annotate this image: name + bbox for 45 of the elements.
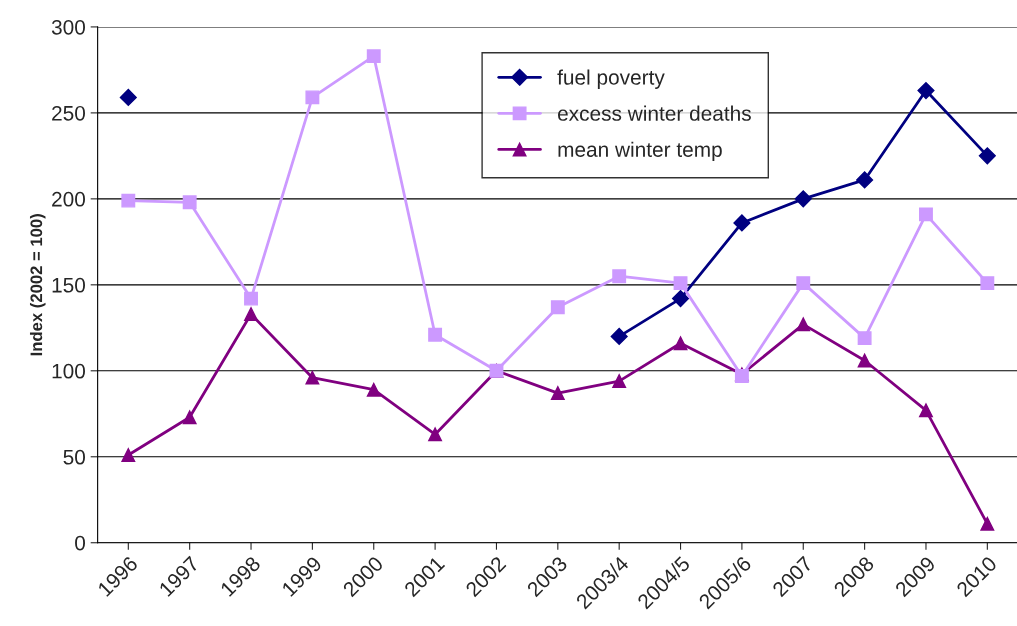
point bbox=[550, 386, 565, 401]
point bbox=[121, 193, 136, 208]
point bbox=[978, 147, 996, 165]
point bbox=[612, 374, 627, 389]
y-tick-label: 50 bbox=[63, 449, 86, 465]
y-axis-title: Index (2002 = 100) bbox=[29, 214, 46, 356]
point bbox=[612, 269, 627, 284]
point bbox=[980, 516, 995, 531]
point bbox=[182, 410, 197, 425]
point bbox=[796, 276, 811, 291]
point bbox=[857, 331, 872, 346]
y-tick-label: 150 bbox=[52, 277, 86, 293]
legend-label: mean winter temp bbox=[558, 141, 722, 162]
point bbox=[428, 327, 443, 342]
point bbox=[919, 207, 933, 222]
point bbox=[796, 317, 811, 332]
y-tick-label: 250 bbox=[52, 105, 86, 121]
point bbox=[733, 214, 751, 232]
point bbox=[428, 427, 443, 442]
legend-label: excess winter deaths bbox=[557, 105, 751, 121]
point bbox=[244, 307, 258, 322]
point bbox=[917, 81, 935, 100]
point bbox=[610, 327, 628, 345]
point bbox=[671, 290, 690, 308]
point bbox=[550, 300, 565, 315]
y-tick-label: 300 bbox=[51, 19, 86, 35]
point bbox=[366, 49, 381, 64]
point bbox=[121, 448, 136, 462]
point bbox=[305, 90, 320, 105]
point bbox=[856, 171, 874, 189]
point bbox=[673, 276, 688, 291]
point bbox=[794, 190, 812, 208]
y-tick-label: 100 bbox=[52, 363, 86, 379]
point bbox=[182, 195, 197, 210]
legend-label: fuel poverty bbox=[557, 69, 665, 89]
point bbox=[919, 403, 933, 418]
point bbox=[244, 291, 258, 306]
point bbox=[980, 276, 995, 291]
point bbox=[305, 370, 320, 385]
y-tick-label: 0 bbox=[75, 535, 86, 551]
y-tick-label: 200 bbox=[52, 191, 86, 207]
point bbox=[366, 382, 381, 397]
point bbox=[119, 88, 137, 106]
point bbox=[673, 336, 688, 351]
point bbox=[857, 353, 872, 368]
